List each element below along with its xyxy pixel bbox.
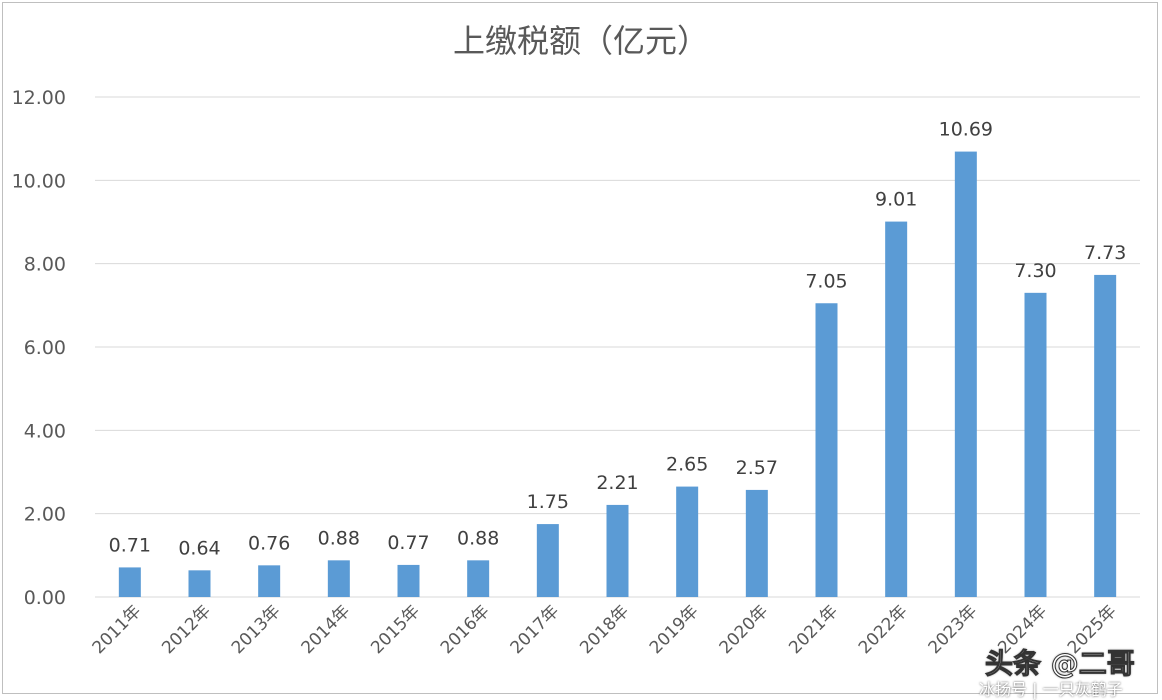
x-tick-label: 2019年 — [646, 601, 703, 658]
data-label: 0.88 — [457, 527, 499, 549]
bar — [118, 567, 141, 597]
bar — [397, 564, 420, 597]
y-axis-labels: 0.00 2.00 4.00 6.00 8.00 10.00 12.00 — [12, 87, 66, 609]
data-label: 2.57 — [736, 457, 778, 479]
data-label: 2.21 — [596, 472, 638, 494]
bar — [885, 221, 908, 598]
watermark-main: 头条 @二哥 — [985, 647, 1136, 681]
x-tick-label: 2013年 — [228, 601, 285, 658]
y-tick-label: 4.00 — [24, 420, 66, 442]
data-label: 10.69 — [939, 119, 993, 141]
y-tick-label: 6.00 — [24, 337, 66, 359]
x-tick-label: 2017年 — [507, 601, 564, 658]
data-label: 2.65 — [666, 454, 708, 476]
bar — [467, 560, 490, 597]
x-tick-label: 2015年 — [367, 601, 424, 658]
y-tick-label: 10.00 — [12, 170, 66, 192]
bar — [815, 303, 838, 597]
data-label: 0.64 — [178, 537, 220, 559]
watermark-sub: 冰扬号 | 一只灰鹤子 — [979, 680, 1123, 699]
data-label: 7.73 — [1084, 242, 1126, 264]
x-tick-label: 2014年 — [298, 601, 355, 658]
bar — [1024, 292, 1047, 597]
x-tick-label: 2022年 — [855, 601, 912, 658]
x-tick-label: 2018年 — [576, 601, 633, 658]
bar — [327, 560, 350, 597]
data-labels: 0.71 0.64 0.76 0.88 0.77 0.88 1.75 2.21 2.65 2.57… — [109, 119, 1127, 560]
data-label: 9.01 — [875, 189, 917, 211]
y-tick-label: 2.00 — [24, 504, 66, 526]
y-tick-label: 0.00 — [24, 587, 66, 609]
bar — [258, 565, 281, 597]
data-label: 0.77 — [387, 532, 429, 554]
chart-title: 上缴税额（亿元） — [453, 22, 709, 60]
data-label: 1.75 — [527, 491, 569, 513]
data-label: 7.30 — [1014, 260, 1056, 282]
data-label: 0.71 — [109, 534, 151, 556]
y-tick-label: 12.00 — [12, 87, 66, 109]
x-tick-label: 2023年 — [925, 601, 982, 658]
bar — [954, 151, 977, 598]
bars — [118, 151, 1117, 598]
bar — [606, 504, 629, 597]
x-tick-label: 2020年 — [716, 601, 773, 658]
x-tick-label: 2016年 — [437, 601, 494, 658]
x-tick-label: 2012年 — [158, 601, 215, 658]
bar — [536, 524, 559, 597]
x-axis-labels: 2011年 2012年 2013年 2014年 2015年 2016年 2017年 2018年… — [89, 601, 1121, 658]
x-tick-label: 2021年 — [785, 601, 842, 658]
bar — [188, 570, 211, 597]
bar — [676, 486, 699, 597]
data-label: 0.88 — [318, 527, 360, 549]
y-tick-label: 8.00 — [24, 254, 66, 276]
x-tick-label: 2011年 — [89, 601, 146, 658]
data-label: 0.76 — [248, 532, 290, 554]
bar — [745, 489, 768, 597]
data-label: 7.05 — [805, 270, 847, 292]
watermark: 头条 @二哥 冰扬号 | 一只灰鹤子 — [979, 642, 1155, 700]
bar — [1094, 274, 1117, 597]
